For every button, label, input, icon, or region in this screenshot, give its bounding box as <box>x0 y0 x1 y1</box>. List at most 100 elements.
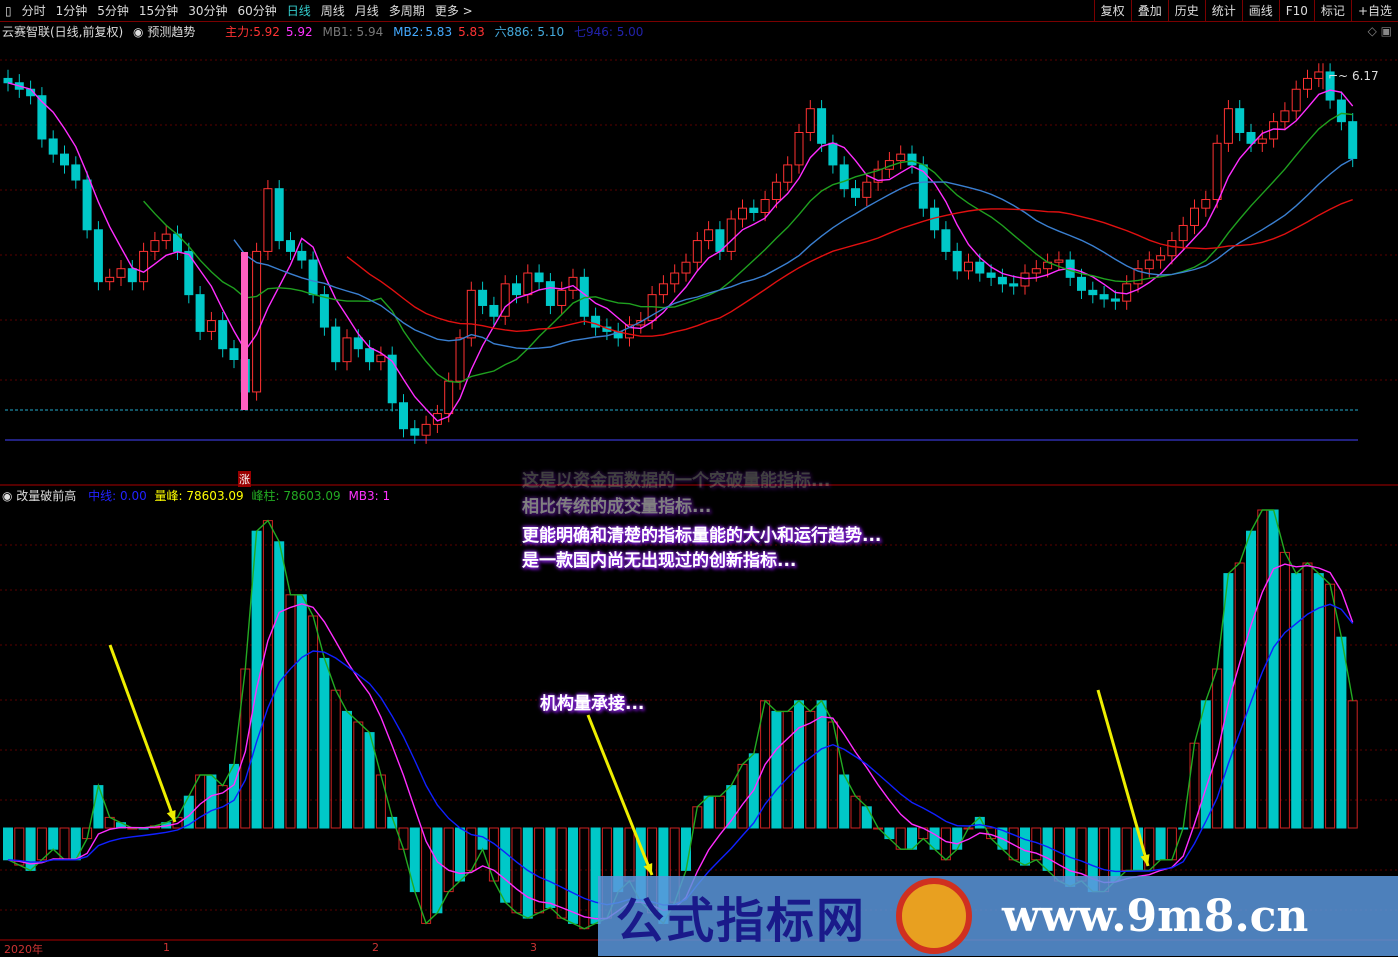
oscillator-bar <box>624 827 635 882</box>
candle-body <box>93 229 103 283</box>
toolbar-button[interactable]: 叠加 <box>1130 0 1168 22</box>
yellow-arrow-icon <box>108 644 177 823</box>
period-tab[interactable]: 周线 <box>320 4 345 18</box>
candle-body <box>771 181 781 201</box>
main-chart-header: 云赛智联(日线,前复权) ◉ 预测趋势 主力:5.92 5.92 MB1: 5.9… <box>2 23 649 40</box>
period-tab[interactable]: 月线 <box>354 4 379 18</box>
candle-body <box>726 218 736 252</box>
candle-body <box>896 153 906 162</box>
oscillator-bar <box>805 710 816 829</box>
oscillator-bar <box>1257 509 1268 829</box>
candle-body <box>805 108 815 133</box>
oscillator-bar <box>296 594 307 829</box>
toolbar-button[interactable]: 复权 <box>1093 0 1131 22</box>
oscillator-bar <box>1268 509 1279 829</box>
candle-body <box>274 188 284 242</box>
oscillator-bar <box>308 615 319 829</box>
candle-body <box>387 354 397 404</box>
oscillator-bar <box>1325 583 1336 829</box>
candle-body <box>71 164 81 181</box>
oscillator-bar <box>432 827 443 914</box>
oscillator-bar <box>206 774 217 829</box>
candle-body <box>421 423 431 436</box>
watermark-url: www.9m8.cn <box>1002 890 1309 942</box>
predict-label: 预测趋势 <box>147 25 196 39</box>
candle-body <box>1223 108 1233 144</box>
candle-body <box>568 276 578 291</box>
predict-trend-button[interactable]: ◉ 预测趋势 <box>133 25 196 39</box>
note-line1: 这是以资金面数据的一个突破量能指标... <box>522 471 831 491</box>
candle-body <box>1257 138 1267 144</box>
oscillator-bar <box>353 721 364 829</box>
period-tab[interactable]: 更多 > <box>434 4 473 18</box>
oscillator-bar <box>1279 551 1290 829</box>
toolbar-button[interactable]: +自选 <box>1350 0 1398 22</box>
toolbar-button[interactable]: 标记 <box>1313 0 1351 22</box>
candle-body <box>184 250 194 296</box>
oscillator-bar <box>1053 827 1064 882</box>
candle-body <box>692 240 702 263</box>
period-toolbar: ▯ 分时 1分钟 5分钟 15分钟 30分钟 60分钟 日线 周线 月线 多周期 更多 > <box>0 0 1398 22</box>
candle-body <box>1077 276 1086 291</box>
candle-body <box>738 207 747 220</box>
candle-body <box>1099 294 1109 300</box>
period-tab[interactable]: 5分钟 <box>97 4 129 18</box>
candle-body <box>444 380 454 415</box>
panel-icons[interactable]: ◇ ▣ <box>1367 24 1392 38</box>
candle-body <box>862 181 872 198</box>
period-tab[interactable]: 1分钟 <box>55 4 88 18</box>
period-tab[interactable]: 60分钟 <box>237 4 277 18</box>
candle-body <box>1054 259 1064 263</box>
candle-body <box>997 276 1007 285</box>
candle-body <box>749 207 759 213</box>
oscillator-bar <box>1336 636 1347 829</box>
oscillator-bar <box>940 827 951 861</box>
oscillator-bar <box>342 710 352 829</box>
toolbar-button[interactable]: 历史 <box>1167 0 1205 22</box>
period-tab[interactable]: 15分钟 <box>138 4 179 18</box>
yellow-arrow-icon <box>1096 689 1150 867</box>
stock-title: 云赛智联(日线,前复权) <box>2 25 124 39</box>
sidebar-toggle-icon[interactable]: ▯ <box>5 3 12 18</box>
candle-body <box>1336 99 1346 123</box>
toolbar-button[interactable]: F10 <box>1278 0 1314 22</box>
period-tab[interactable]: 30分钟 <box>188 4 228 18</box>
candle-body <box>150 240 160 252</box>
candle-body <box>817 108 827 144</box>
oscillator-bar <box>1121 827 1132 871</box>
candle-body <box>195 294 205 332</box>
candle-body <box>319 294 329 328</box>
oscillator-outline <box>7 509 1354 930</box>
period-tab[interactable]: 多周期 <box>388 4 425 18</box>
candle-body <box>1280 110 1290 123</box>
period-tab[interactable]: 日线 <box>286 4 311 18</box>
oscillator-bar <box>850 795 861 829</box>
toolbar-button[interactable]: 统计 <box>1204 0 1242 22</box>
fz-value: 峰柱: 78603.09 <box>251 489 341 503</box>
candle-body <box>1348 121 1358 159</box>
oscillator-bar <box>556 827 567 919</box>
candle-body <box>1167 240 1177 257</box>
candle-body <box>399 402 408 430</box>
candle-body <box>1303 77 1312 90</box>
oscillator-bar <box>285 594 296 829</box>
zhang-badge: 涨 <box>238 471 251 487</box>
note-line2: 相比传统的成交量指标... <box>522 497 712 517</box>
zl-value2: 5.92 <box>285 25 313 39</box>
oscillator-bar <box>274 541 285 829</box>
oscillator-bar <box>375 774 386 829</box>
oscillator-bar <box>1347 700 1358 829</box>
candle-body <box>591 315 601 328</box>
oscillator-bar <box>568 827 578 924</box>
toolbar-button[interactable]: 画线 <box>1241 0 1279 22</box>
indicator-title[interactable]: ◉ 改量破前高 <box>2 489 77 503</box>
candle-body <box>1212 142 1222 201</box>
period-tab[interactable]: 分时 <box>21 4 46 18</box>
candle-body <box>1325 71 1335 101</box>
zl-value1: 5.92 <box>253 25 280 39</box>
candle-body <box>794 131 804 166</box>
oscillator-bar <box>771 710 782 829</box>
candle-body <box>127 268 137 283</box>
candle-body <box>500 283 510 317</box>
